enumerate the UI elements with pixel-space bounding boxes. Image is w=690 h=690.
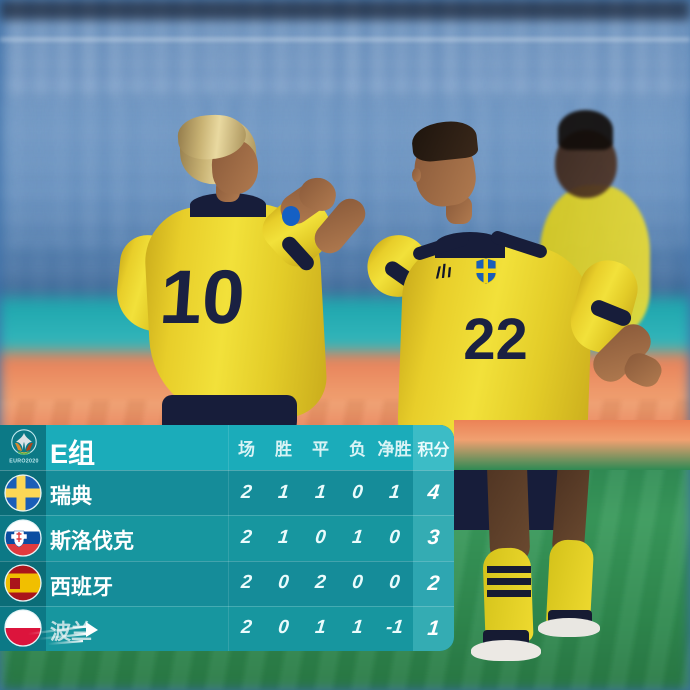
svg-text:EURO2020: EURO2020: [9, 459, 39, 465]
